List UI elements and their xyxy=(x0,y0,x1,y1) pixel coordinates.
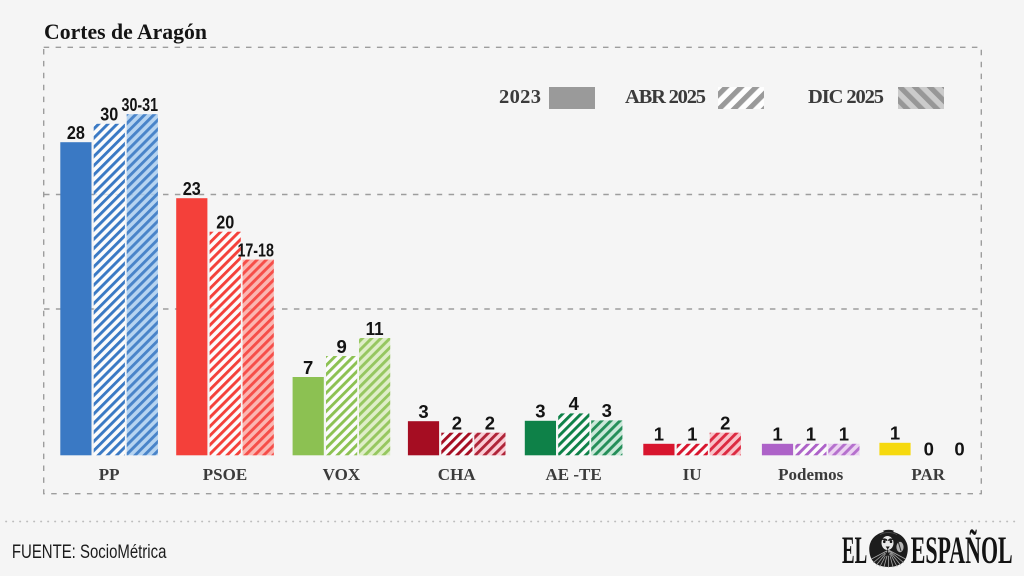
svg-text:1: 1 xyxy=(654,424,664,445)
svg-text:1: 1 xyxy=(687,424,697,445)
svg-text:1: 1 xyxy=(772,424,782,445)
svg-text:PSOE: PSOE xyxy=(203,465,247,484)
svg-text:2: 2 xyxy=(485,413,495,434)
svg-text:EL: EL xyxy=(842,529,867,572)
svg-text:0: 0 xyxy=(924,438,934,459)
svg-text:2023: 2023 xyxy=(499,86,541,108)
svg-text:23: 23 xyxy=(183,178,201,199)
svg-text:CHA: CHA xyxy=(438,465,477,484)
svg-text:17-18: 17-18 xyxy=(237,239,274,260)
svg-text:Podemos: Podemos xyxy=(778,465,844,484)
svg-text:1: 1 xyxy=(839,424,849,445)
svg-text:4: 4 xyxy=(569,393,580,414)
svg-text:Cortes de Aragón: Cortes de Aragón xyxy=(44,19,207,44)
svg-text:30: 30 xyxy=(100,104,118,125)
svg-text:28: 28 xyxy=(67,122,85,143)
svg-text:1: 1 xyxy=(890,423,900,444)
svg-text:ESPAÑOL: ESPAÑOL xyxy=(911,528,1013,572)
svg-text:ABR 2025: ABR 2025 xyxy=(625,86,706,108)
svg-text:7: 7 xyxy=(303,357,313,378)
svg-text:1: 1 xyxy=(806,424,816,445)
svg-text:DIC 2025: DIC 2025 xyxy=(808,86,884,108)
svg-text:9: 9 xyxy=(336,336,346,357)
svg-text:30-31: 30-31 xyxy=(122,94,159,115)
svg-text:PAR: PAR xyxy=(911,465,945,484)
svg-text:IU: IU xyxy=(683,465,702,484)
svg-text:3: 3 xyxy=(602,400,612,421)
svg-text:FUENTE: SocioMétrica: FUENTE: SocioMétrica xyxy=(12,542,167,563)
svg-text:PP: PP xyxy=(99,465,120,484)
svg-text:2: 2 xyxy=(452,413,462,434)
svg-text:3: 3 xyxy=(418,401,428,422)
svg-text:3: 3 xyxy=(535,401,545,422)
svg-text:0: 0 xyxy=(954,438,964,459)
svg-text:2: 2 xyxy=(720,413,730,434)
svg-text:20: 20 xyxy=(216,212,234,233)
svg-text:11: 11 xyxy=(366,318,384,339)
svg-text:VOX: VOX xyxy=(323,465,361,484)
svg-text:AE -TE: AE -TE xyxy=(545,465,601,484)
